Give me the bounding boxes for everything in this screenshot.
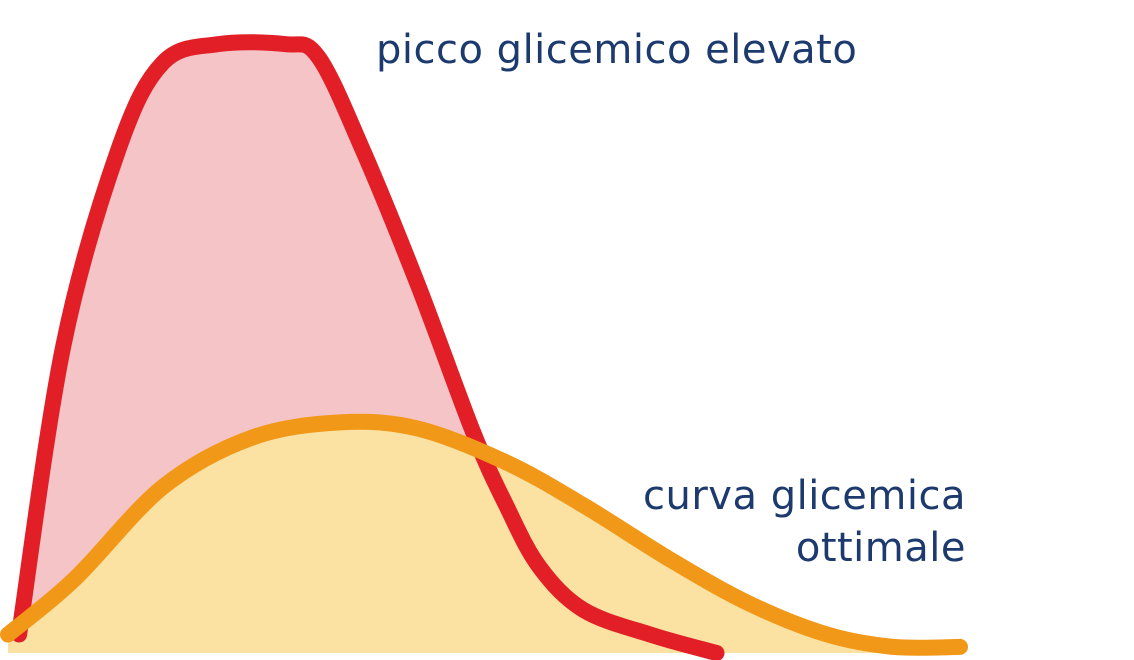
optimal-curve-label-line-1: curva glicemica xyxy=(643,473,966,519)
optimal-curve-label-line-2: ottimale xyxy=(795,525,966,571)
optimal-curve-line xyxy=(0,413,968,656)
curve-lines xyxy=(0,34,968,660)
optimal-curve-label: curva glicemica ottimale xyxy=(643,470,966,574)
peak-curve-line xyxy=(11,34,725,660)
peak-curve-label: picco glicemico elevato xyxy=(376,27,858,73)
